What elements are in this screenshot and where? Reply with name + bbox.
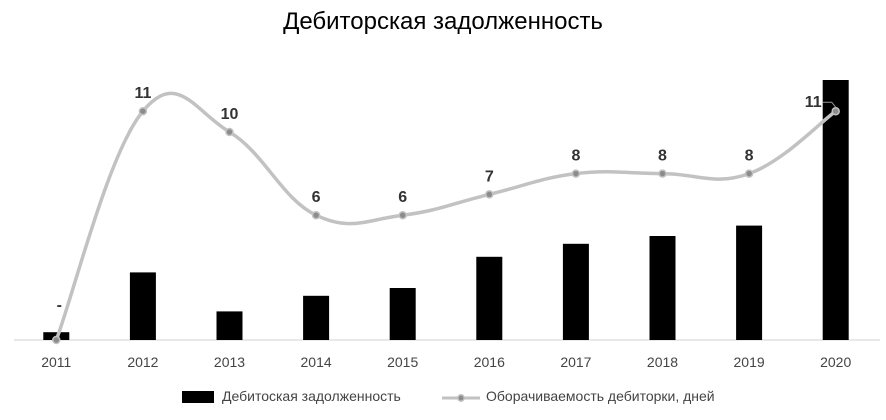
bar-2018 <box>649 236 676 340</box>
line-marker-2019 <box>744 169 754 178</box>
x-tick-2018: 2018 <box>647 354 678 370</box>
bar-2017 <box>562 243 589 340</box>
data-label-2015: 6 <box>398 189 407 206</box>
line-marker-2012 <box>138 106 148 116</box>
x-tick-2016: 2016 <box>474 354 505 370</box>
data-label-2020: 11 <box>805 94 822 111</box>
legend-line-label: Оборачиваемость дебиторки, дней <box>486 388 715 404</box>
line-marker-2014 <box>311 210 321 220</box>
x-tick-2011: 2011 <box>41 354 71 370</box>
x-tick-2017: 2017 <box>560 354 591 370</box>
bar-2014 <box>303 295 330 340</box>
line-marker-2015 <box>398 210 407 220</box>
bar-2012 <box>129 272 156 340</box>
last-label-leader <box>822 101 837 108</box>
bar-2013 <box>216 311 243 340</box>
line-marker-2018 <box>658 169 667 178</box>
line-marker-2020 <box>831 106 840 116</box>
line-marker-2013 <box>225 127 234 137</box>
legend-line-swatch <box>442 394 480 402</box>
data-label-2018: 8 <box>658 148 667 165</box>
data-label-2016: 7 <box>485 168 494 185</box>
bar-2020 <box>822 80 849 340</box>
line-marker-2016 <box>485 190 494 199</box>
data-label-2011: - <box>57 297 62 314</box>
line-marker-2011 <box>52 335 61 345</box>
turnover-line <box>54 91 837 341</box>
line-marker-2017 <box>571 169 581 178</box>
bar-2015 <box>389 288 416 340</box>
bar-2016 <box>476 256 503 340</box>
x-tick-2014: 2014 <box>301 354 332 370</box>
x-tick-2020: 2020 <box>820 354 851 370</box>
x-tick-2015: 2015 <box>387 354 418 370</box>
x-tick-2013: 2013 <box>214 354 245 370</box>
legend-bar-label: Дебитоская задолженность <box>222 388 401 404</box>
data-label-2014: 6 <box>312 189 321 206</box>
x-tick-2012: 2012 <box>127 354 158 370</box>
data-label-2013: 10 <box>221 106 239 123</box>
data-label-2012: 11 <box>134 85 151 102</box>
x-tick-2019: 2019 <box>734 354 765 370</box>
bar-2019 <box>736 225 763 340</box>
chart-title: Дебиторская задолженность <box>283 8 603 35</box>
data-label-2019: 8 <box>745 148 754 165</box>
legend-bar-swatch <box>182 391 214 403</box>
data-label-2017: 8 <box>571 148 580 165</box>
